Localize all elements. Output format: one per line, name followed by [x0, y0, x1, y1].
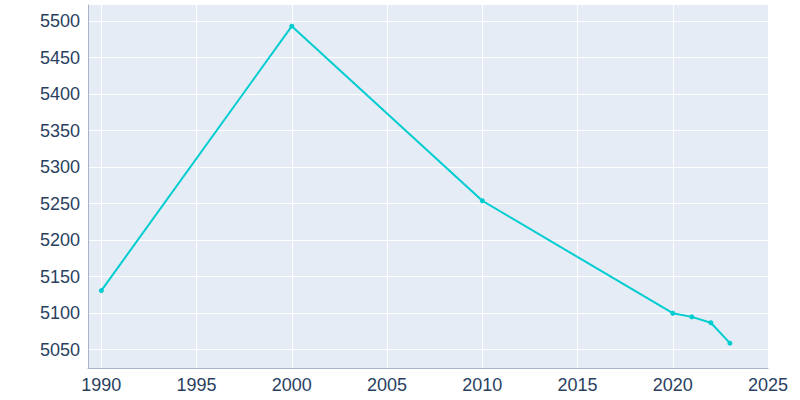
svg-text:2025: 2025 [748, 375, 788, 395]
svg-text:1995: 1995 [177, 375, 217, 395]
svg-text:5050: 5050 [40, 340, 80, 360]
svg-text:5300: 5300 [40, 157, 80, 177]
svg-text:2020: 2020 [653, 375, 693, 395]
svg-text:5100: 5100 [40, 303, 80, 323]
svg-text:2000: 2000 [272, 375, 312, 395]
svg-text:5200: 5200 [40, 230, 80, 250]
svg-text:2010: 2010 [462, 375, 502, 395]
svg-text:5400: 5400 [40, 84, 80, 104]
svg-text:1990: 1990 [81, 375, 121, 395]
svg-text:5150: 5150 [40, 267, 80, 287]
svg-text:5350: 5350 [40, 121, 80, 141]
svg-text:5250: 5250 [40, 194, 80, 214]
svg-text:2015: 2015 [558, 375, 598, 395]
svg-text:5500: 5500 [40, 11, 80, 31]
svg-text:2005: 2005 [367, 375, 407, 395]
svg-text:5450: 5450 [40, 48, 80, 68]
